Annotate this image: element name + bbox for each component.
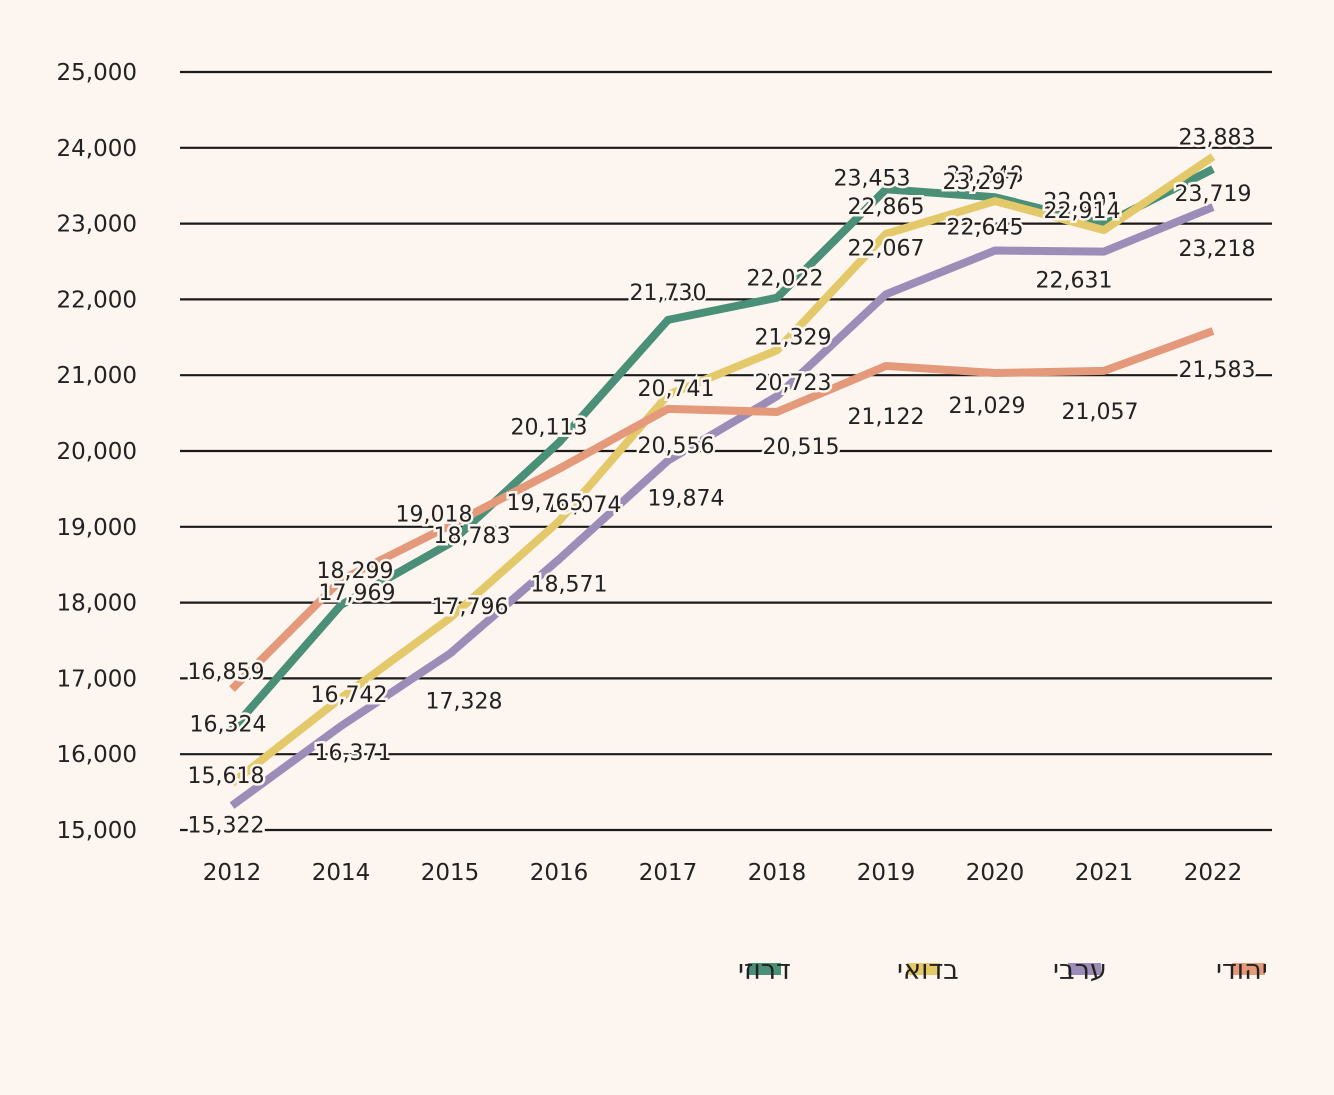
series-lines xyxy=(228,153,1216,809)
legend-label: בדואי xyxy=(897,955,959,986)
data-label: 21,329 xyxy=(755,325,832,350)
data-label: 20,741 xyxy=(638,377,715,402)
data-label: 23,719 xyxy=(1175,182,1252,207)
data-label: 20,556 xyxy=(638,434,715,459)
legend-swatch xyxy=(907,963,940,975)
y-tick-label: 22,000 xyxy=(57,287,137,313)
data-label: 22,991 xyxy=(1044,189,1121,214)
data-label: 23,883 xyxy=(1179,126,1256,151)
data-label: 16,859 xyxy=(188,660,265,685)
x-tick-label: 2022 xyxy=(1184,860,1243,886)
y-tick-label: 18,000 xyxy=(57,591,137,617)
data-label: 17,796 xyxy=(432,595,509,620)
data-label: 18,783 xyxy=(434,524,511,549)
x-tick-label: 2018 xyxy=(748,860,807,886)
data-label: 20,723 xyxy=(755,371,832,396)
y-tick-label: 16,000 xyxy=(57,742,137,768)
data-label: 21,730 xyxy=(630,281,707,306)
data-label: 22,631 xyxy=(1036,269,1113,294)
y-axis-ticks: 15,000 16,000 17,000 18,000 19,000 20,000 21,0… xyxy=(57,60,137,844)
legend-label: ערבי xyxy=(1053,955,1107,986)
data-label: 16,324 xyxy=(190,713,267,738)
gridlines xyxy=(180,70,1272,832)
x-tick-label: 2021 xyxy=(1075,860,1134,886)
y-tick-label: 15,000 xyxy=(57,818,137,844)
data-label: 15,618 xyxy=(188,764,265,789)
series-line-3 xyxy=(229,327,1215,692)
x-tick-label: 2019 xyxy=(857,860,916,886)
data-label: 21,122 xyxy=(848,405,925,430)
data-label: 16,742 xyxy=(311,683,388,708)
data-label: 19,765 xyxy=(507,491,584,516)
y-tick-label: 19,000 xyxy=(57,515,137,541)
data-labels: 16,324 17,969 18,783 20,113 21,730 22,022 23,4… xyxy=(185,123,1258,841)
x-tick-label: 2015 xyxy=(421,860,480,886)
data-label: 22,067 xyxy=(848,236,925,261)
data-label: 22,914 xyxy=(1044,199,1121,224)
y-tick-label: 25,000 xyxy=(57,60,137,86)
y-tick-label: 20,000 xyxy=(57,439,137,465)
x-tick-label: 2017 xyxy=(639,860,698,886)
data-label: 22,865 xyxy=(848,195,925,220)
y-tick-label: 17,000 xyxy=(57,666,137,692)
data-label: 23,453 xyxy=(834,166,911,191)
data-label: 19,074 xyxy=(545,493,622,518)
y-tick-label: 23,000 xyxy=(57,212,137,238)
data-label: 16,371 xyxy=(315,741,392,766)
x-tick-label: 2012 xyxy=(203,860,262,886)
legend-swatch xyxy=(748,963,781,975)
data-label: 19,018 xyxy=(396,502,473,527)
data-label: 21,583 xyxy=(1179,358,1256,383)
data-label: 15,322 xyxy=(188,814,265,839)
x-tick-label: 2020 xyxy=(966,860,1025,886)
series-line-0 xyxy=(228,165,1215,733)
data-label: 23,348 xyxy=(947,163,1024,188)
data-label: 20,113 xyxy=(511,415,588,440)
legend-label: דרוזי xyxy=(738,955,791,986)
data-label: 19,874 xyxy=(648,487,725,512)
data-label: 18,299 xyxy=(317,559,394,584)
data-label: 23,218 xyxy=(1179,237,1256,262)
series-line-1 xyxy=(229,153,1216,787)
data-label: 17,328 xyxy=(426,690,503,715)
data-label: 21,057 xyxy=(1062,400,1139,425)
legend: דרוזי בדואי ערבי יהודי xyxy=(738,955,1268,986)
data-label: 22,022 xyxy=(747,267,824,292)
x-tick-label: 2014 xyxy=(312,860,371,886)
series-line-2 xyxy=(229,203,1215,809)
legend-swatch xyxy=(1232,963,1265,975)
x-axis-ticks: 2012 2014 2015 2016 2017 2018 2019 2020 2021 2022 xyxy=(203,860,1243,886)
y-tick-label: 24,000 xyxy=(57,136,137,162)
y-tick-label: 21,000 xyxy=(57,363,137,389)
data-label: 20,515 xyxy=(763,435,840,460)
data-label: 23,297 xyxy=(943,170,1020,195)
legend-swatch xyxy=(1068,963,1101,975)
data-label: 22,645 xyxy=(947,216,1024,241)
legend-label: יהודי xyxy=(1216,955,1268,986)
data-label: 21,029 xyxy=(949,394,1026,419)
data-label: 18,571 xyxy=(531,572,608,597)
data-label: 17,969 xyxy=(319,581,396,606)
x-tick-label: 2016 xyxy=(530,860,589,886)
